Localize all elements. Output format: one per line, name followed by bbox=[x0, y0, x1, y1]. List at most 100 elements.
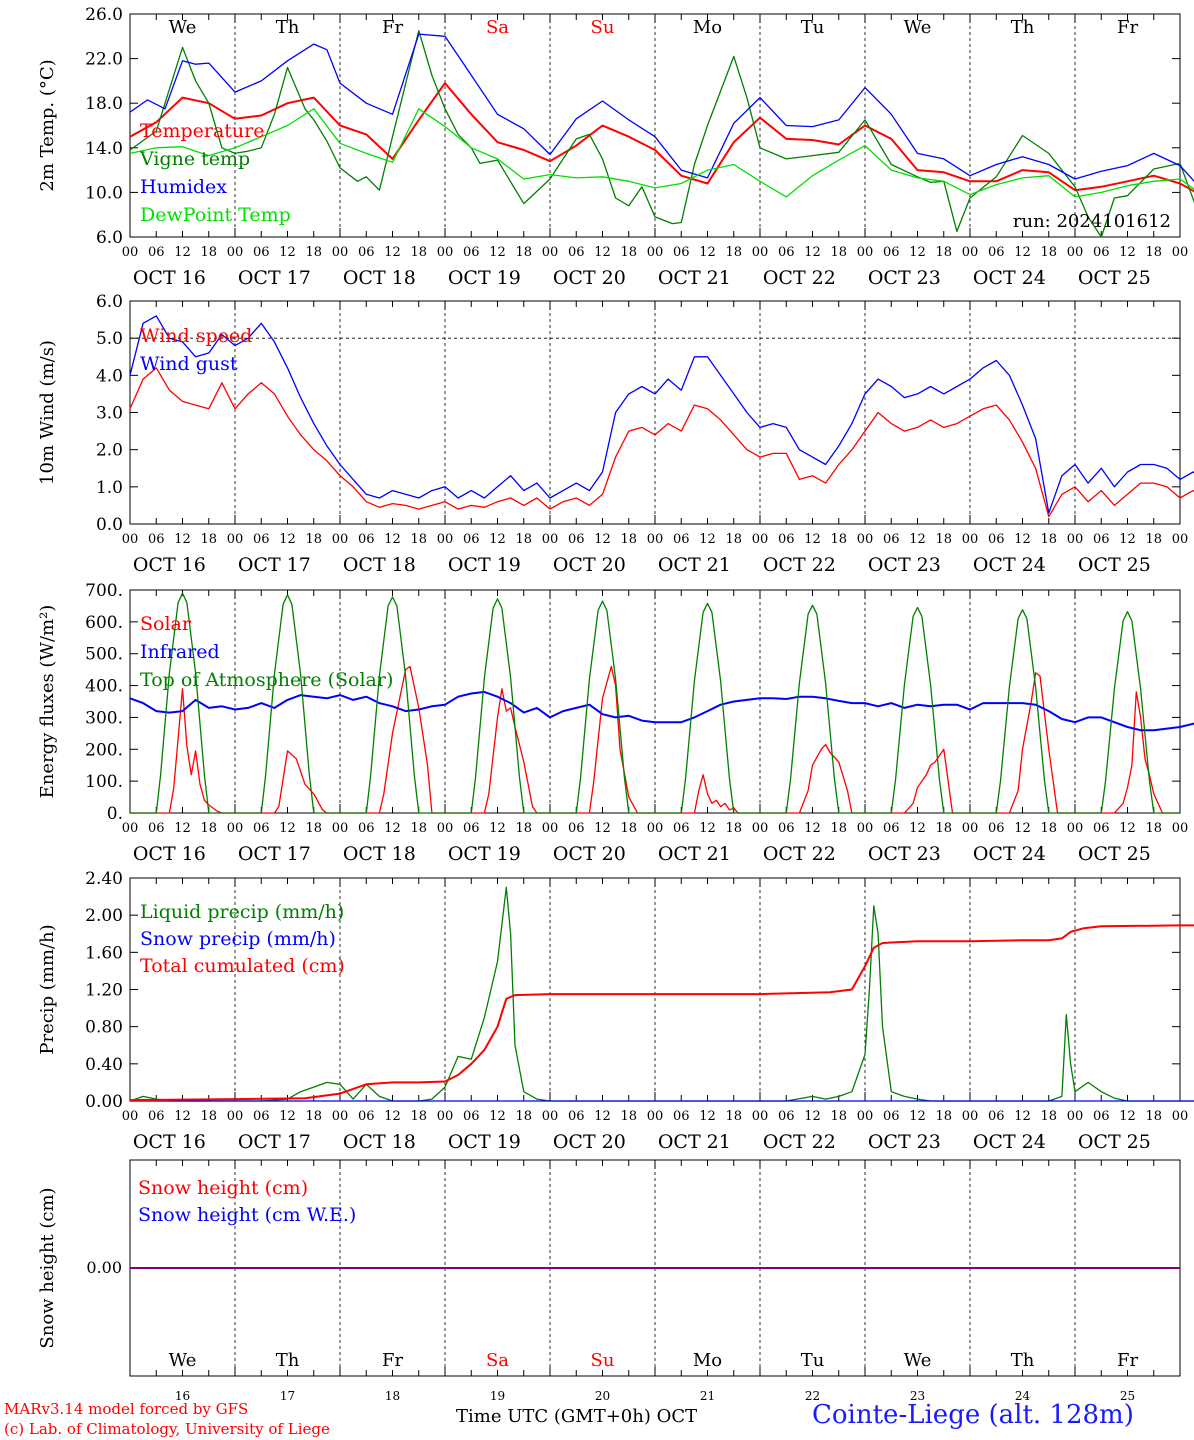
date-label: OCT 23 bbox=[868, 554, 941, 576]
date-label: OCT 20 bbox=[553, 1131, 626, 1153]
hour-tick-label: 18 bbox=[515, 245, 532, 260]
hour-tick-label: 12 bbox=[1119, 532, 1136, 547]
series-line bbox=[129, 30, 1194, 238]
hour-tick-label: 18 bbox=[1145, 532, 1162, 547]
legend-entry: Wind gust bbox=[140, 353, 238, 375]
hour-tick-label: 00 bbox=[647, 821, 664, 836]
hour-tick-label: 06 bbox=[568, 1109, 585, 1124]
hour-tick-label: 18 bbox=[410, 821, 427, 836]
hour-tick-label: 06 bbox=[883, 1109, 900, 1124]
y-tick-label: 1.60 bbox=[85, 943, 123, 963]
hour-tick-label: 12 bbox=[804, 1109, 821, 1124]
hour-tick-label: 18 bbox=[200, 245, 217, 260]
hour-tick-label: 00 bbox=[857, 821, 874, 836]
y-tick-label: 3.0 bbox=[96, 404, 123, 424]
hour-tick-label: 12 bbox=[489, 821, 506, 836]
date-label: OCT 17 bbox=[238, 267, 311, 289]
day-number-label: 18 bbox=[385, 1389, 400, 1403]
series-line bbox=[129, 367, 1194, 518]
day-number-label: 23 bbox=[910, 1389, 925, 1403]
hour-tick-label: 00 bbox=[437, 245, 454, 260]
day-number-label: 20 bbox=[595, 1389, 610, 1403]
hour-tick-label: 12 bbox=[384, 821, 401, 836]
hour-tick-label: 12 bbox=[384, 532, 401, 547]
hour-tick-label: 06 bbox=[463, 532, 480, 547]
weekday-label: Fr bbox=[1117, 17, 1138, 38]
hour-tick-label: 00 bbox=[332, 1109, 349, 1124]
hour-tick-label: 12 bbox=[594, 245, 611, 260]
y-tick-label: 0. bbox=[107, 804, 123, 824]
date-label: OCT 25 bbox=[1078, 267, 1151, 289]
weekday-label: Tu bbox=[801, 17, 825, 38]
hour-tick-label: 06 bbox=[673, 532, 690, 547]
weekday-label: Fr bbox=[382, 17, 403, 38]
hour-tick-label: 12 bbox=[1014, 245, 1031, 260]
date-label: OCT 25 bbox=[1078, 1131, 1151, 1153]
y-tick-label: 0.80 bbox=[85, 1018, 123, 1038]
date-label: OCT 20 bbox=[553, 843, 626, 865]
y-tick-label: 2.40 bbox=[85, 869, 123, 889]
hour-tick-label: 18 bbox=[935, 821, 952, 836]
y-tick-label: 10.0 bbox=[85, 183, 123, 203]
date-label: OCT 19 bbox=[448, 843, 521, 865]
y-tick-label: 700. bbox=[85, 581, 123, 601]
hour-tick-label: 06 bbox=[883, 821, 900, 836]
plot-frame bbox=[129, 589, 1181, 814]
hour-tick-label: 06 bbox=[778, 821, 795, 836]
y-axis-title: Energy fluxes (W/m²) bbox=[37, 605, 58, 799]
hour-tick-label: 12 bbox=[1014, 821, 1031, 836]
y-tick-label: 2.00 bbox=[85, 906, 123, 926]
date-label: OCT 23 bbox=[868, 1131, 941, 1153]
y-tick-label: 100. bbox=[85, 772, 123, 792]
hour-tick-label: 06 bbox=[358, 532, 375, 547]
hour-tick-label: 06 bbox=[568, 245, 585, 260]
hour-tick-label: 00 bbox=[1172, 1109, 1189, 1124]
hour-tick-label: 18 bbox=[200, 1109, 217, 1124]
date-label: OCT 16 bbox=[133, 1131, 206, 1153]
hour-tick-label: 06 bbox=[988, 821, 1005, 836]
hour-tick-label: 12 bbox=[699, 1109, 716, 1124]
weekday-label: Su bbox=[591, 17, 615, 38]
hour-tick-label: 00 bbox=[227, 821, 244, 836]
run-annotation: run: 2024101612 bbox=[1013, 211, 1171, 232]
hour-tick-label: 00 bbox=[542, 821, 559, 836]
hour-tick-label: 12 bbox=[699, 821, 716, 836]
date-label: OCT 23 bbox=[868, 843, 941, 865]
hour-tick-label: 12 bbox=[909, 245, 926, 260]
series-line bbox=[129, 33, 1194, 183]
hour-tick-label: 00 bbox=[962, 532, 979, 547]
y-tick-label: 22.0 bbox=[85, 50, 123, 70]
date-label: OCT 24 bbox=[973, 554, 1046, 576]
hour-tick-label: 06 bbox=[358, 1109, 375, 1124]
y-tick-label: 6.0 bbox=[96, 228, 123, 248]
hour-tick-label: 06 bbox=[778, 1109, 795, 1124]
hour-tick-label: 12 bbox=[594, 532, 611, 547]
hour-tick-label: 00 bbox=[332, 821, 349, 836]
hour-tick-label: 00 bbox=[857, 1109, 874, 1124]
legend-entry: Liquid precip (mm/h) bbox=[140, 901, 344, 923]
hour-tick-label: 06 bbox=[778, 245, 795, 260]
hour-tick-label: 18 bbox=[305, 1109, 322, 1124]
hour-tick-label: 00 bbox=[227, 1109, 244, 1124]
hour-tick-label: 06 bbox=[463, 245, 480, 260]
date-label: OCT 16 bbox=[133, 267, 206, 289]
hour-tick-label: 06 bbox=[253, 245, 270, 260]
legend-entry: Temperature bbox=[140, 120, 264, 142]
date-label: OCT 17 bbox=[238, 843, 311, 865]
hour-tick-label: 18 bbox=[620, 532, 637, 547]
weekday-label: Fr bbox=[382, 1350, 403, 1371]
hour-tick-label: 00 bbox=[647, 245, 664, 260]
hour-tick-label: 18 bbox=[830, 1109, 847, 1124]
hour-tick-label: 18 bbox=[725, 1109, 742, 1124]
y-tick-label: 200. bbox=[85, 740, 123, 760]
date-label: OCT 18 bbox=[343, 1131, 416, 1153]
hour-tick-label: 18 bbox=[830, 532, 847, 547]
hour-tick-label: 12 bbox=[279, 245, 296, 260]
y-tick-label: 500. bbox=[85, 645, 123, 665]
y-tick-label: 0.0 bbox=[96, 515, 123, 535]
hour-tick-label: 12 bbox=[1014, 532, 1031, 547]
hour-tick-label: 12 bbox=[699, 245, 716, 260]
hour-tick-label: 00 bbox=[647, 1109, 664, 1124]
hour-tick-label: 00 bbox=[437, 821, 454, 836]
